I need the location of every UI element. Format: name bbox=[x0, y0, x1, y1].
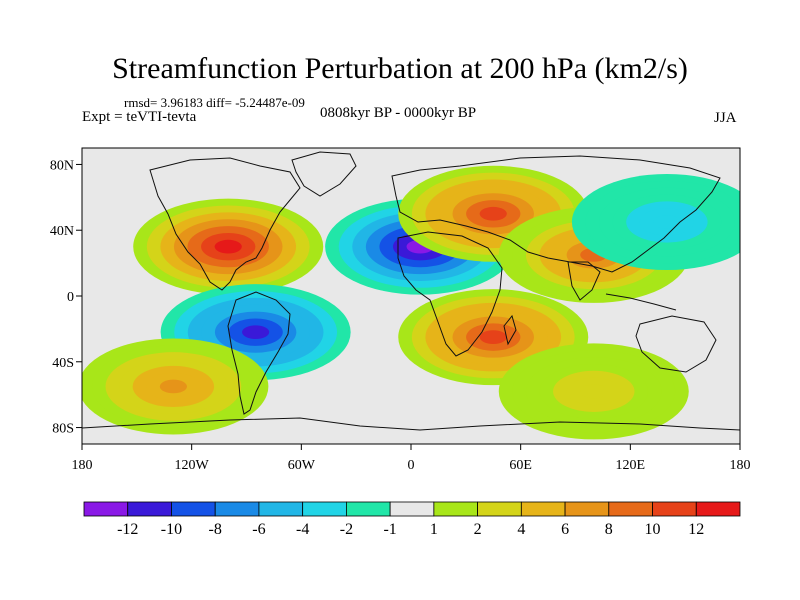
colorbar-label: 1 bbox=[430, 521, 438, 538]
coastline-madagascar bbox=[503, 314, 517, 346]
contour-band bbox=[214, 239, 242, 254]
colorbar-label: -2 bbox=[340, 521, 353, 538]
colorbar-swatch bbox=[258, 501, 304, 517]
y-tick-label: 40S bbox=[52, 356, 74, 371]
x-tick-label: 180 bbox=[72, 458, 93, 473]
x-tick-label: 180 bbox=[730, 458, 751, 473]
colorbar-label: -8 bbox=[209, 521, 222, 538]
contour-band bbox=[479, 330, 507, 344]
colorbar-swatch bbox=[477, 501, 522, 517]
anomaly-high-south-atlantic bbox=[82, 338, 269, 435]
colorbar: -12 -10 -8 -6 -4 -2 -1 1 2 4 6 8 10 12 bbox=[83, 501, 741, 538]
y-tick-label: 40N bbox=[50, 224, 74, 239]
coastline-eurasia bbox=[391, 155, 721, 273]
colorbar-label: 8 bbox=[605, 521, 613, 538]
x-tick-label: 120W bbox=[175, 458, 210, 473]
contour-field bbox=[82, 165, 740, 440]
coastline-africa bbox=[397, 231, 503, 357]
x-tick-label: 120E bbox=[616, 458, 646, 473]
period-label: 0808kyr BP - 0000kyr BP bbox=[320, 105, 477, 121]
anomaly-high-southern-ocean bbox=[498, 343, 689, 440]
colorbar-label: 10 bbox=[645, 521, 661, 538]
colorbar-swatch bbox=[433, 501, 479, 517]
colorbar-swatch bbox=[302, 501, 347, 517]
colorbar-swatch bbox=[214, 501, 260, 517]
x-tick-label: 60W bbox=[288, 458, 316, 473]
season-label: JJA bbox=[714, 110, 737, 126]
colorbar-label: -1 bbox=[383, 521, 396, 538]
coastlines bbox=[82, 151, 740, 431]
anomaly-low-north-pacific bbox=[571, 174, 740, 270]
colorbar-swatch bbox=[345, 501, 391, 517]
chart-title: Streamfunction Perturbation at 200 hPa (… bbox=[112, 52, 688, 85]
stats-line: rmsd= 3.96183 diff= -5.24487e-09 bbox=[124, 95, 305, 110]
experiment-label: Expt = teVTI-tevta bbox=[82, 109, 197, 125]
colorbar-swatch bbox=[389, 501, 435, 517]
colorbar-label: 2 bbox=[474, 521, 482, 538]
x-tick-label: 0 bbox=[408, 458, 415, 473]
colorbar-swatch bbox=[564, 501, 610, 517]
colorbar-label: 4 bbox=[517, 521, 525, 538]
contour-band bbox=[580, 384, 608, 399]
y-tick-label: 80S bbox=[52, 422, 74, 437]
colorbar-label: -10 bbox=[161, 521, 182, 538]
colorbar-swatch bbox=[127, 501, 172, 517]
coastline-south-america bbox=[227, 291, 291, 415]
colorbar-label: -4 bbox=[296, 521, 309, 538]
colorbar-swatch bbox=[608, 501, 653, 517]
contour-band bbox=[653, 215, 681, 229]
colorbar-label: 12 bbox=[688, 521, 704, 538]
y-tick-label: 0 bbox=[67, 290, 74, 305]
coastline-india bbox=[567, 261, 601, 301]
colorbar-swatch bbox=[83, 501, 129, 517]
colorbar-swatch bbox=[652, 501, 697, 517]
map-axes: 180 120W 60W 0 60E 120E 180 80N 40N 0 40S 80S bbox=[50, 158, 751, 473]
contour-band bbox=[159, 379, 187, 394]
contour-band bbox=[242, 325, 270, 340]
coastline-australia bbox=[635, 315, 717, 373]
x-tick-label: 60E bbox=[509, 458, 532, 473]
coastline-indonesia bbox=[605, 293, 677, 311]
colorbar-label: 6 bbox=[561, 521, 569, 538]
contour-band bbox=[479, 206, 507, 221]
colorbar-label: -6 bbox=[252, 521, 265, 538]
anomaly-high-north-america bbox=[133, 198, 324, 295]
coastline-greenland bbox=[291, 151, 357, 197]
colorbar-swatch bbox=[171, 501, 216, 517]
coastline-antarctica bbox=[82, 417, 740, 431]
coastline-north-america bbox=[149, 157, 301, 291]
y-tick-label: 80N bbox=[50, 158, 74, 173]
colorbar-swatch bbox=[695, 501, 741, 517]
colorbar-label: -12 bbox=[117, 521, 138, 538]
colorbar-swatch bbox=[520, 501, 566, 517]
